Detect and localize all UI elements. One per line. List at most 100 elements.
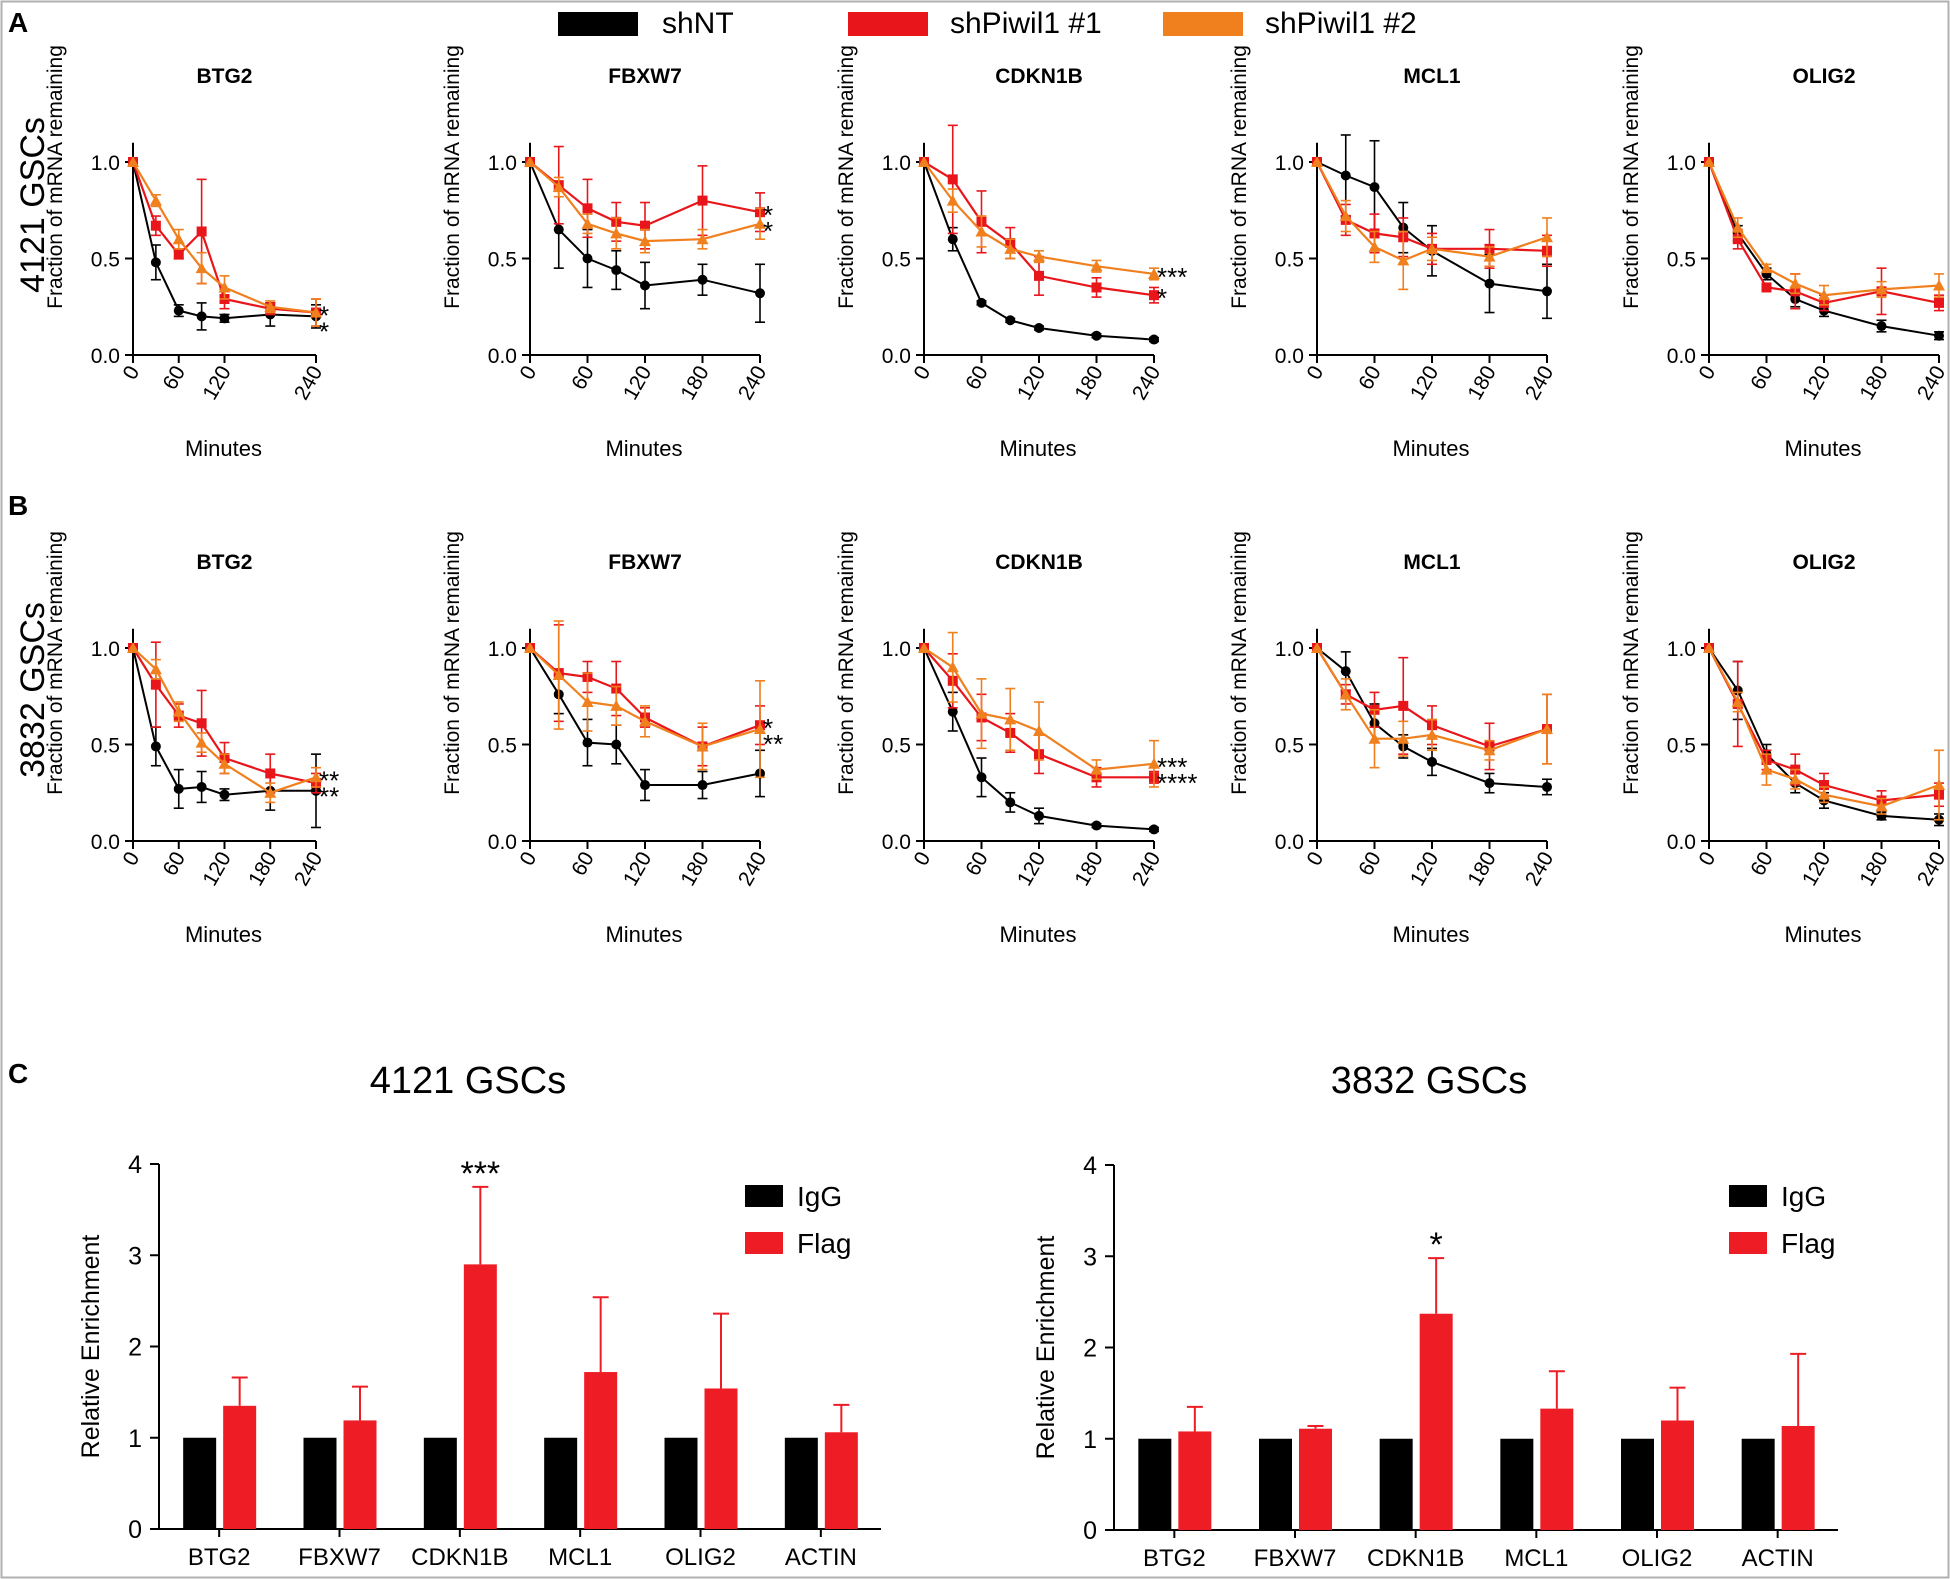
chart-b-cdkn1b-ylabel: Fraction of mRNA remaining bbox=[835, 531, 858, 795]
chart-a-fbxw7-point-sh2 bbox=[639, 235, 651, 247]
chart-b-cdkn1b-point-sh2 bbox=[1033, 724, 1045, 736]
row-label-3832: 3832 GSCs bbox=[14, 602, 52, 778]
bar-chart-4121-bar-igg bbox=[303, 1437, 337, 1529]
chart-a-btg2-point-shnt bbox=[196, 311, 207, 322]
chart-b-btg2-point-sh1 bbox=[150, 679, 161, 690]
bar-chart-3832-bar-igg bbox=[1259, 1438, 1292, 1530]
chart-a-cdkn1b-ytick-label: 0.5 bbox=[882, 249, 911, 272]
chart-b-olig2: OLIG2 Fraction of mRNA remaining Minutes 0.… bbox=[1620, 531, 1950, 947]
bar-chart-3832-xtick-label: ACTIN bbox=[1742, 1545, 1814, 1572]
chart-a-mcl1-point-sh2 bbox=[1483, 250, 1496, 262]
chart-b-btg2-point-sh2 bbox=[218, 757, 231, 769]
chart-b-cdkn1b-point-sh2 bbox=[918, 642, 930, 653]
chart-b-olig2-point-sh2 bbox=[1731, 696, 1744, 708]
chart-a-btg2-point-shnt bbox=[173, 305, 184, 316]
chart-a-btg2-xlabel: Minutes bbox=[185, 436, 262, 461]
chart-b-cdkn1b-point-shnt bbox=[1034, 810, 1044, 821]
legend-swatch-shNT bbox=[558, 12, 638, 36]
chart-b-cdkn1b-point-shnt bbox=[1091, 820, 1102, 831]
legend-swatch-shPiwil1-1 bbox=[848, 12, 928, 36]
bar-chart-4121-significance: *** bbox=[460, 1155, 500, 1193]
chart-a-mcl1-point-shnt bbox=[1542, 286, 1552, 297]
chart-a-olig2-point-sh2 bbox=[1875, 283, 1888, 295]
chart-b-btg2-point-sh2 bbox=[195, 736, 208, 748]
chart-a-olig2-point-sh2 bbox=[1760, 262, 1773, 274]
chart-b-mcl1-point-shnt bbox=[1542, 781, 1552, 792]
chart-b-fbxw7-ytick-label: 1.0 bbox=[488, 638, 517, 661]
chart-a-cdkn1b-ylabel: Fraction of mRNA remaining bbox=[835, 45, 858, 309]
chart-a-cdkn1b-point-sh1 bbox=[1149, 290, 1159, 301]
bar-chart-4121-bar-flag bbox=[704, 1388, 738, 1529]
chart-a-fbxw7-significance: * bbox=[763, 200, 773, 230]
bar-chart-4121-title: 4121 GSCs bbox=[370, 1060, 566, 1102]
chart-a-btg2-ytick-label: 0.5 bbox=[91, 249, 120, 272]
chart-b-cdkn1b-significance: **** bbox=[1157, 768, 1197, 798]
chart-b-mcl1-ylabel: Fraction of mRNA remaining bbox=[1228, 531, 1251, 795]
chart-b-cdkn1b-point-sh2 bbox=[975, 707, 988, 719]
chart-a-cdkn1b-point-shnt bbox=[1149, 334, 1159, 345]
chart-b-olig2-point-sh2 bbox=[1818, 788, 1830, 800]
chart-a-cdkn1b-significance: * bbox=[1157, 283, 1167, 313]
bar-chart-4121-legend-swatch-igg bbox=[745, 1185, 783, 1207]
chart-b-btg2-point-sh2 bbox=[149, 663, 162, 675]
chart-b-fbxw7-point-sh2 bbox=[639, 715, 651, 727]
chart-a-olig2-title: OLIG2 bbox=[1792, 65, 1855, 88]
bar-chart-3832-legend-label-igg: IgG bbox=[1781, 1181, 1826, 1212]
chart-b-btg2-point-sh2 bbox=[172, 705, 185, 717]
bar-chart-4121-bar-igg bbox=[423, 1437, 457, 1529]
chart-b-olig2-ytick-label: 0.0 bbox=[1667, 831, 1696, 854]
chart-b-olig2-ytick-label: 0.5 bbox=[1667, 735, 1696, 758]
chart-a-mcl1-point-sh2 bbox=[1311, 156, 1323, 167]
bar-chart-4121-ytick-label: 1 bbox=[128, 1425, 142, 1453]
legend-label-shPiwil1-2: shPiwil1 #2 bbox=[1265, 7, 1417, 40]
chart-a-btg2-title: BTG2 bbox=[196, 65, 252, 88]
bar-chart-3832-bar-flag bbox=[1419, 1313, 1453, 1530]
chart-a-olig2-point-sh2 bbox=[1703, 156, 1715, 167]
chart-b-cdkn1b-title: CDKN1B bbox=[995, 551, 1083, 574]
chart-b-fbxw7-ytick-label: 0.0 bbox=[488, 831, 517, 854]
bar-chart-4121-bar-flag bbox=[463, 1264, 497, 1529]
chart-b-btg2-point-shnt bbox=[150, 741, 161, 752]
chart-b-btg2-ytick-label: 0.0 bbox=[91, 831, 120, 854]
chart-a-fbxw7-title: FBXW7 bbox=[608, 65, 682, 88]
chart-a-btg2-point-sh1 bbox=[196, 226, 207, 237]
chart-b-olig2-point-sh2 bbox=[1875, 800, 1888, 812]
chart-b-fbxw7: FBXW7 Fraction of mRNA remaining Minutes 0.… bbox=[441, 531, 783, 947]
chart-b-olig2-xlabel: Minutes bbox=[1784, 922, 1861, 947]
chart-b-olig2-ylabel: Fraction of mRNA remaining bbox=[1620, 531, 1643, 795]
panel-b-letter: B bbox=[8, 490, 28, 521]
chart-b-cdkn1b-point-sh2 bbox=[1148, 757, 1160, 769]
chart-b-mcl1-ytick-label: 0.5 bbox=[1275, 735, 1304, 758]
chart-a-fbxw7-point-shnt bbox=[697, 274, 708, 285]
chart-b-fbxw7-point-shnt bbox=[640, 780, 650, 791]
chart-b-fbxw7-title: FBXW7 bbox=[608, 551, 682, 574]
bar-chart-3832-legend-swatch-flag bbox=[1729, 1232, 1767, 1254]
legend-label-shPiwil1-1: shPiwil1 #1 bbox=[950, 7, 1102, 40]
bar-chart-3832-bar-flag bbox=[1661, 1420, 1694, 1530]
chart-b-fbxw7-point-sh2 bbox=[696, 740, 709, 752]
bar-chart-3832-legend-swatch-igg bbox=[1729, 1185, 1767, 1207]
bar-chart-3832-xtick-label: OLIG2 bbox=[1622, 1545, 1693, 1572]
bar-chart-3832-bar-flag bbox=[1178, 1431, 1212, 1530]
bar-chart-4121-bar-flag bbox=[824, 1432, 858, 1529]
chart-b-btg2-point-sh1 bbox=[265, 768, 276, 779]
chart-b-cdkn1b-point-shnt bbox=[1005, 797, 1016, 808]
bar-chart-4121-ytick-label: 2 bbox=[128, 1334, 142, 1362]
chart-b-cdkn1b-point-shnt bbox=[976, 772, 987, 783]
chart-b-btg2-ylabel: Fraction of mRNA remaining bbox=[44, 531, 67, 795]
bar-chart-3832-bar-flag bbox=[1540, 1408, 1574, 1530]
chart-b-olig2-point-sh1 bbox=[1819, 780, 1829, 791]
chart-a-cdkn1b-point-sh2 bbox=[1090, 260, 1103, 272]
bar-chart-3832-xtick-label: MCL1 bbox=[1504, 1545, 1568, 1572]
chart-a-mcl1-ytick-label: 0.0 bbox=[1275, 345, 1304, 368]
chart-a-olig2-point-sh2 bbox=[1789, 277, 1802, 289]
chart-b-cdkn1b-significance: *** bbox=[1157, 752, 1187, 782]
legend-label-shNT: shNT bbox=[662, 7, 734, 40]
chart-a-fbxw7-point-sh1 bbox=[697, 195, 708, 206]
chart-a-olig2-ytick-label: 0.5 bbox=[1667, 249, 1696, 272]
chart-b-fbxw7-point-sh2 bbox=[754, 723, 766, 735]
chart-b-olig2-point-sh2 bbox=[1760, 763, 1773, 775]
chart-b-btg2-point-sh2 bbox=[127, 642, 139, 653]
chart-a-mcl1-ylabel: Fraction of mRNA remaining bbox=[1228, 45, 1251, 309]
